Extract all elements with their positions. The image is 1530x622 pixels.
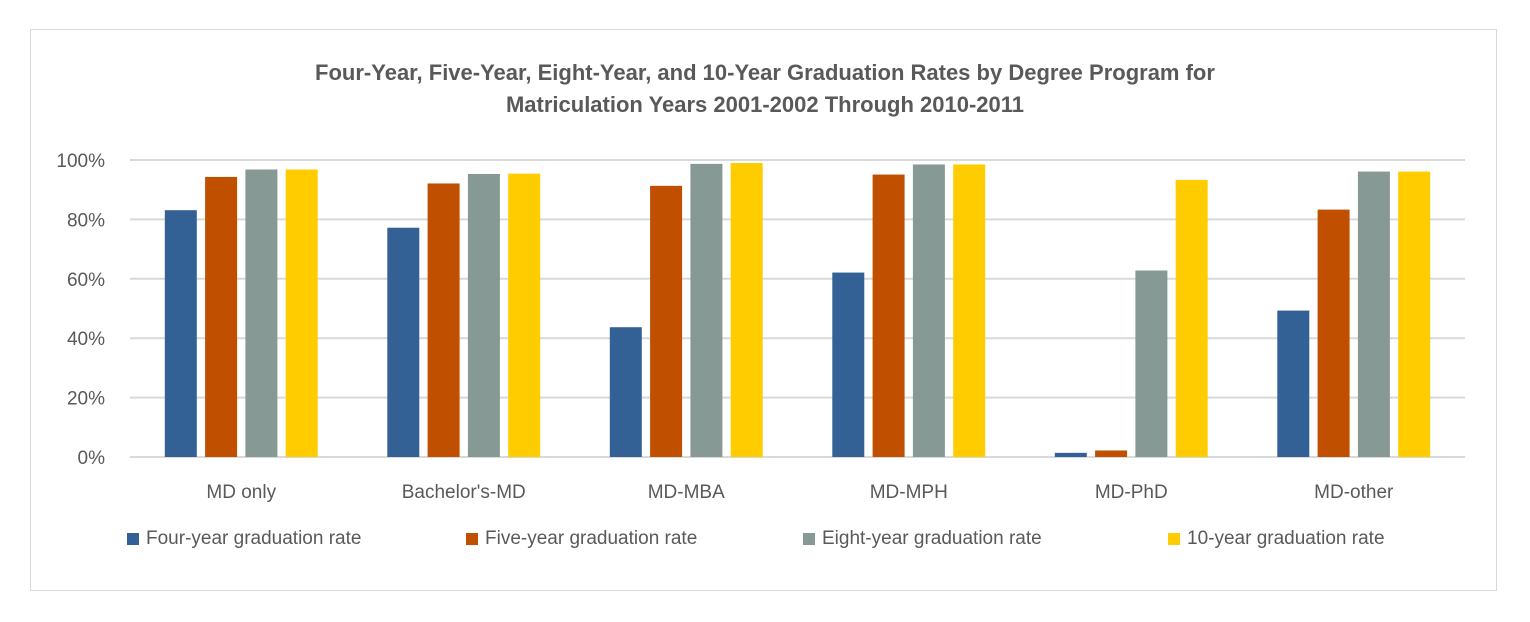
- bar: [953, 164, 986, 457]
- y-tick-label: 20%: [67, 389, 105, 410]
- legend-label: Eight-year graduation rate: [822, 528, 1042, 549]
- x-tick-label: Bachelor's-MD: [402, 482, 526, 503]
- bar: [1095, 450, 1128, 457]
- bar: [730, 162, 763, 457]
- bar: [1398, 171, 1431, 457]
- bars: [164, 162, 1431, 458]
- legend-swatch: [803, 533, 815, 545]
- bar: [650, 185, 683, 458]
- x-axis-tick-labels: MD only Bachelor's-MD MD-MBA MD-MPH MD-PhD MD…: [206, 482, 1394, 503]
- legend-label: Four-year graduation rate: [146, 528, 362, 549]
- x-tick-label: MD-PhD: [1095, 482, 1168, 503]
- y-tick-label: 80%: [67, 210, 105, 231]
- x-tick-label: MD-MPH: [870, 482, 948, 503]
- bar: [609, 327, 642, 457]
- bar: [1317, 209, 1350, 457]
- legend-label: 10-year graduation rate: [1187, 528, 1385, 549]
- bar: [1175, 179, 1208, 458]
- legend-item: Five-year graduation rate: [466, 528, 697, 550]
- gridlines: [130, 159, 1465, 458]
- x-tick-label: MD only: [206, 482, 276, 503]
- bar: [1135, 270, 1168, 457]
- legend: Four-year graduation rate Five-year gradu…: [0, 528, 1530, 558]
- bar: [508, 173, 541, 458]
- bar: [1277, 310, 1310, 457]
- legend-item: 10-year graduation rate: [1168, 528, 1385, 550]
- bar: [285, 169, 318, 457]
- bar: [427, 183, 460, 457]
- legend-item: Four-year graduation rate: [127, 528, 361, 550]
- bar: [832, 272, 865, 457]
- y-axis-tick-labels: 0% 20% 40% 60% 80% 100%: [56, 151, 105, 469]
- bar: [467, 173, 500, 458]
- x-tick-label: MD-MBA: [648, 482, 725, 503]
- bar: [205, 176, 238, 457]
- legend-item: Eight-year graduation rate: [803, 528, 1042, 550]
- bar: [1054, 452, 1087, 457]
- bar: [912, 164, 945, 457]
- legend-swatch: [466, 533, 478, 545]
- bar: [164, 210, 197, 457]
- legend-swatch: [1168, 533, 1180, 545]
- y-tick-label: 60%: [67, 270, 105, 291]
- legend-swatch: [127, 533, 139, 545]
- bar: [872, 174, 905, 458]
- y-tick-label: 100%: [56, 151, 105, 172]
- y-tick-label: 0%: [78, 448, 106, 469]
- bar: [690, 163, 723, 457]
- bar: [387, 227, 420, 457]
- legend-label: Five-year graduation rate: [485, 528, 698, 549]
- chart-title-line-1: Four-Year, Five-Year, Eight-Year, and 10…: [315, 60, 1215, 85]
- bar: [245, 169, 278, 457]
- x-tick-label: MD-other: [1314, 482, 1394, 503]
- chart-title-line-2: Matriculation Years 2001-2002 Through 20…: [505, 92, 1025, 117]
- bar: [1357, 171, 1390, 457]
- y-tick-label: 40%: [67, 329, 105, 350]
